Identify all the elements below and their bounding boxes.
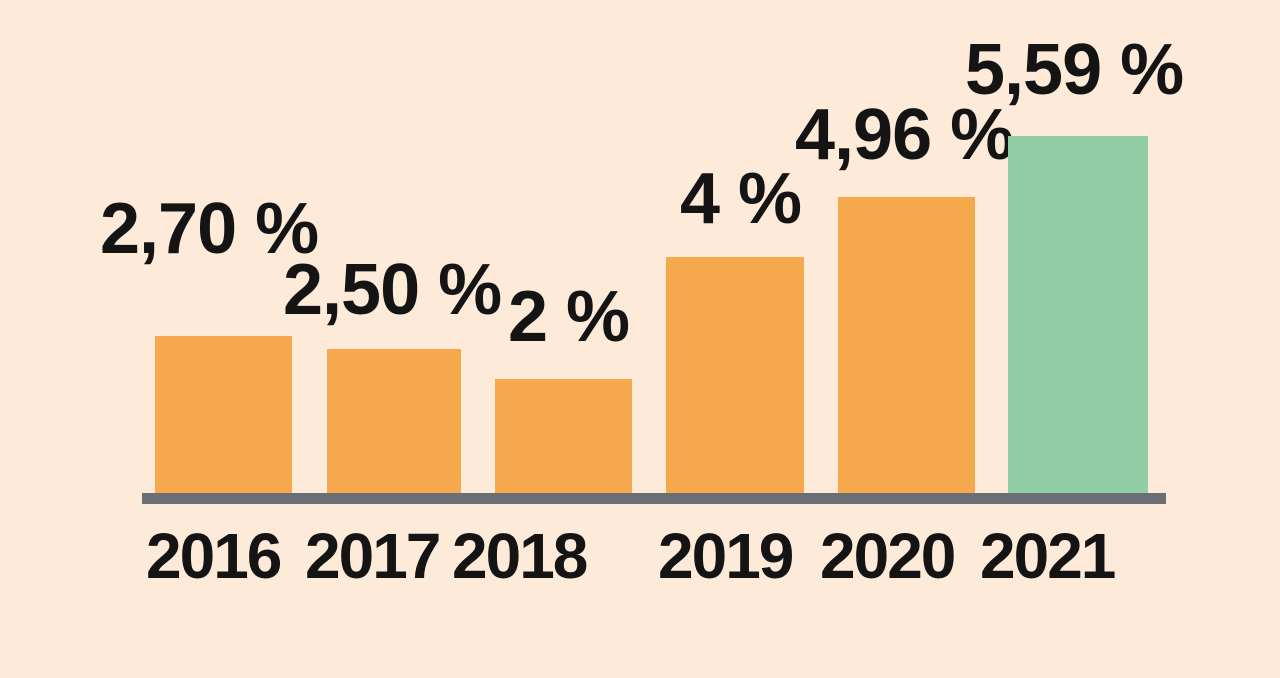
x-tick-2019: 2019 [658, 520, 794, 592]
value-label-2017: 2,50 % [283, 250, 502, 330]
value-label-2019: 4 % [680, 159, 802, 239]
value-label-2020: 4,96 % [795, 95, 1014, 175]
value-label-2018: 2 % [508, 277, 630, 357]
x-tick-2018: 2018 [452, 520, 588, 592]
x-tick-2017: 2017 [305, 520, 441, 592]
bar-2017 [327, 349, 461, 493]
bar-2019 [666, 257, 804, 493]
x-axis-line [142, 493, 1166, 504]
bar-2020 [838, 197, 975, 493]
value-label-2016: 2,70 % [100, 189, 319, 269]
bar-2018 [495, 379, 632, 493]
value-label-2021: 5,59 % [965, 30, 1184, 110]
x-tick-2020: 2020 [820, 520, 956, 592]
x-tick-2016: 2016 [146, 520, 282, 592]
bar-2016 [155, 336, 292, 493]
x-tick-2021: 2021 [980, 520, 1116, 592]
bar-2021-highlight [1008, 136, 1148, 493]
